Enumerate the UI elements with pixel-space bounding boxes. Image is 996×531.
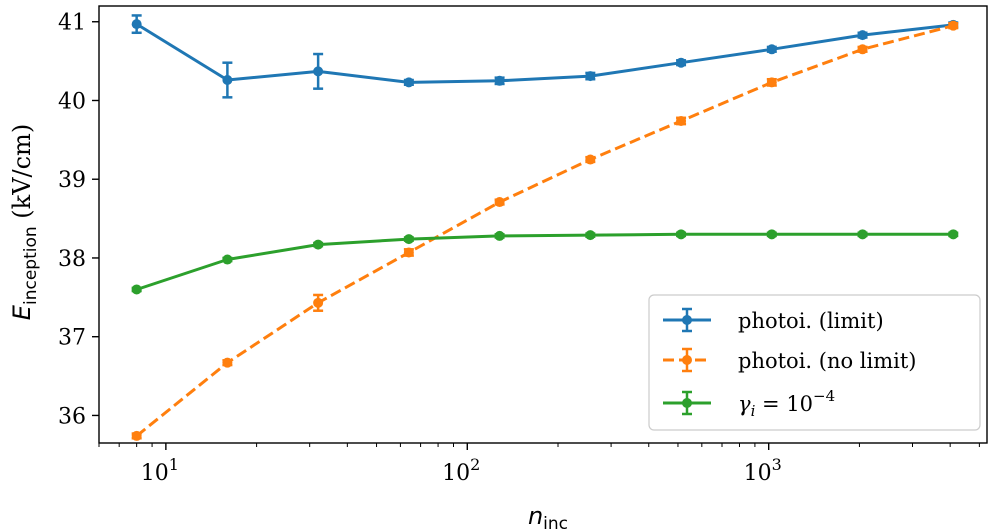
data-point (494, 197, 505, 208)
data-point (676, 229, 687, 240)
data-point (585, 154, 596, 165)
data-point (131, 430, 142, 441)
ticks-layer: 36 37 38 39 40 41 101 102 103 (58, 11, 980, 486)
data-point (222, 75, 233, 86)
x-axis-label: ninc (528, 502, 568, 531)
series-layer (131, 14, 959, 441)
legend-marker-gamma (682, 398, 692, 408)
legend-marker-photoi-limit (682, 315, 692, 325)
y-tick-label: 39 (58, 168, 86, 193)
data-point (948, 229, 959, 240)
data-point (857, 44, 868, 55)
y-tick-label: 36 (58, 404, 86, 429)
data-point (676, 57, 687, 68)
data-point (403, 234, 414, 245)
series-2 (131, 229, 959, 295)
data-point (766, 77, 777, 88)
legend-entry-gamma: γi = 10−4 (663, 387, 835, 420)
legend-marker-photoi-no-limit (682, 355, 692, 365)
data-point (948, 20, 959, 31)
x-tick-label: 103 (744, 455, 782, 486)
axes-frame (98, 5, 988, 444)
data-point (222, 357, 233, 368)
data-point (585, 230, 596, 241)
plot-area-border (98, 5, 988, 444)
data-point (222, 254, 233, 265)
legend-label-photoi-limit: photoi. (limit) (738, 309, 884, 333)
legend-label-gamma: γi = 10−4 (738, 387, 835, 420)
legend-frame (648, 294, 981, 431)
data-point (313, 66, 324, 77)
data-point (131, 19, 142, 30)
data-point (766, 229, 777, 240)
y-tick-label: 37 (58, 326, 86, 351)
y-tick-label: 41 (58, 11, 86, 36)
data-point (766, 44, 777, 55)
x-tick-label: 101 (141, 455, 179, 486)
data-point (585, 71, 596, 82)
data-point (313, 297, 324, 308)
y-tick-label: 40 (58, 89, 86, 114)
data-point (494, 75, 505, 86)
legend-label-photoi-no-limit: photoi. (no limit) (738, 349, 917, 373)
data-point (857, 30, 868, 41)
x-tick-label: 102 (442, 455, 480, 486)
series-1 (131, 20, 959, 441)
data-point (313, 239, 324, 250)
data-point (494, 230, 505, 241)
series-0 (131, 14, 959, 99)
data-point (131, 284, 142, 295)
data-point (676, 115, 687, 126)
legend-entry-photoi-limit: photoi. (limit) (663, 307, 884, 333)
data-point (403, 77, 414, 88)
data-point (403, 247, 414, 258)
y-axis-label: Einception (kV/cm) (8, 124, 41, 320)
y-tick-label: 38 (58, 247, 86, 272)
series-line (135, 24, 954, 438)
series-line (135, 22, 954, 84)
series-line (136, 232, 954, 291)
legend: photoi. (limit) photoi. (no limit) γi = … (648, 294, 981, 431)
legend-entry-photoi-no-limit: photoi. (no limit) (663, 347, 917, 373)
data-point (857, 229, 868, 240)
